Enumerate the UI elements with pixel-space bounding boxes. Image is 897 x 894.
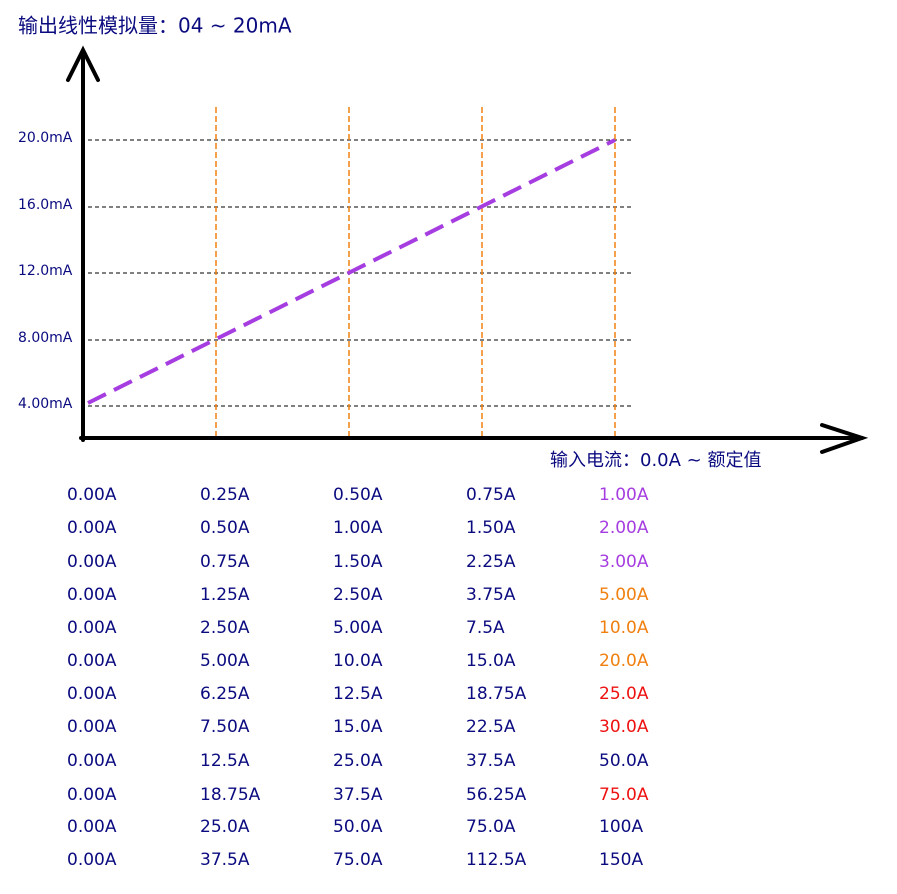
table-cell: 0.75A [200, 552, 250, 572]
table-cell: 2.00A [599, 518, 649, 538]
table-cell: 18.75A [200, 785, 261, 805]
table-cell: 2.25A [466, 552, 516, 572]
table-cell: 18.75A [466, 684, 527, 704]
table-cell: 0.75A [466, 485, 516, 505]
table-cell: 1.25A [200, 585, 250, 605]
table-cell: 150A [599, 850, 643, 870]
table-cell: 0.00A [67, 485, 117, 505]
table-cell: 7.5A [466, 618, 505, 638]
table-cell: 1.00A [333, 518, 383, 538]
table-cell: 37.5A [200, 850, 250, 870]
table-cell: 56.25A [466, 785, 527, 805]
table-cell: 50.0A [333, 817, 383, 837]
table-cell: 100A [599, 817, 643, 837]
table-cell: 1.50A [333, 552, 383, 572]
table-cell: 75.0A [599, 785, 649, 805]
table-cell: 5.00A [200, 651, 250, 671]
table-cell: 2.50A [333, 585, 383, 605]
vertical-guides [215, 107, 616, 437]
table-cell: 7.50A [200, 717, 250, 737]
table-cell: 25.0A [333, 751, 383, 771]
table-cell: 30.0A [599, 717, 649, 737]
table-cell: 12.5A [333, 684, 383, 704]
y-label: 16.0mA [18, 197, 73, 213]
table-cell: 0.00A [67, 618, 117, 638]
table-cell: 10.0A [599, 618, 649, 638]
table-cell: 0.00A [67, 518, 117, 538]
table-cell: 37.5A [333, 785, 383, 805]
table-cell: 0.00A [67, 684, 117, 704]
table-cell: 0.50A [333, 485, 383, 505]
y-label: 8.00mA [18, 330, 73, 346]
x-axis-label: 输入电流：0.0A ~ 额定值 [550, 450, 761, 471]
table-cell: 1.00A [599, 485, 649, 505]
table-cell: 50.0A [599, 751, 649, 771]
table-cell: 0.50A [200, 518, 250, 538]
table-cell: 75.0A [333, 850, 383, 870]
output-line [87, 138, 616, 405]
table-cell: 112.5A [466, 850, 527, 870]
table-cell: 0.00A [67, 817, 117, 837]
table-cell: 0.00A [67, 751, 117, 771]
table-cell: 0.00A [67, 651, 117, 671]
grid [88, 139, 632, 407]
table-cell: 37.5A [466, 751, 516, 771]
table-cell: 0.00A [67, 785, 117, 805]
table-cell: 20.0A [599, 651, 649, 671]
table-cell: 3.75A [466, 585, 516, 605]
y-arrow [66, 45, 100, 82]
axes [66, 45, 869, 454]
table-cell: 25.0A [599, 684, 649, 704]
y-label: 12.0mA [18, 263, 73, 279]
table-cell: 25.0A [200, 817, 250, 837]
title: 输出线性模拟量：04 ~ 20mA [18, 14, 292, 38]
table-cell: 2.50A [200, 618, 250, 638]
table-cell: 6.25A [200, 684, 250, 704]
table-cell: 0.00A [67, 552, 117, 572]
table-cell: 0.25A [200, 485, 250, 505]
table-cell: 3.00A [599, 552, 649, 572]
table-cell: 0.00A [67, 850, 117, 870]
y-label: 4.00mA [18, 396, 73, 412]
table-cell: 0.00A [67, 585, 117, 605]
table-cell: 5.00A [599, 585, 649, 605]
table-cell: 15.0A [333, 717, 383, 737]
y-label: 20.0mA [18, 130, 73, 146]
table-cell: 0.00A [67, 717, 117, 737]
table-cell: 1.50A [466, 518, 516, 538]
table-cell: 15.0A [466, 651, 516, 671]
table-cell: 5.00A [333, 618, 383, 638]
table-cell: 12.5A [200, 751, 250, 771]
table-cell: 10.0A [333, 651, 383, 671]
table-cell: 22.5A [466, 717, 516, 737]
x-arrow [820, 423, 869, 454]
table-cell: 75.0A [466, 817, 516, 837]
